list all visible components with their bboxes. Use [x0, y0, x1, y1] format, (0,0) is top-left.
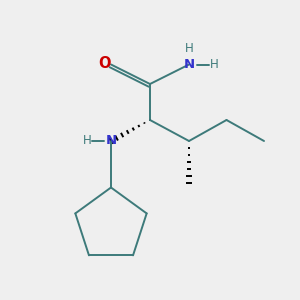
Text: N: N [183, 58, 195, 71]
Text: O: O [98, 56, 111, 70]
Text: H: H [184, 41, 194, 55]
Text: N: N [105, 134, 117, 148]
Text: H: H [82, 134, 91, 148]
Text: H: H [210, 58, 219, 71]
